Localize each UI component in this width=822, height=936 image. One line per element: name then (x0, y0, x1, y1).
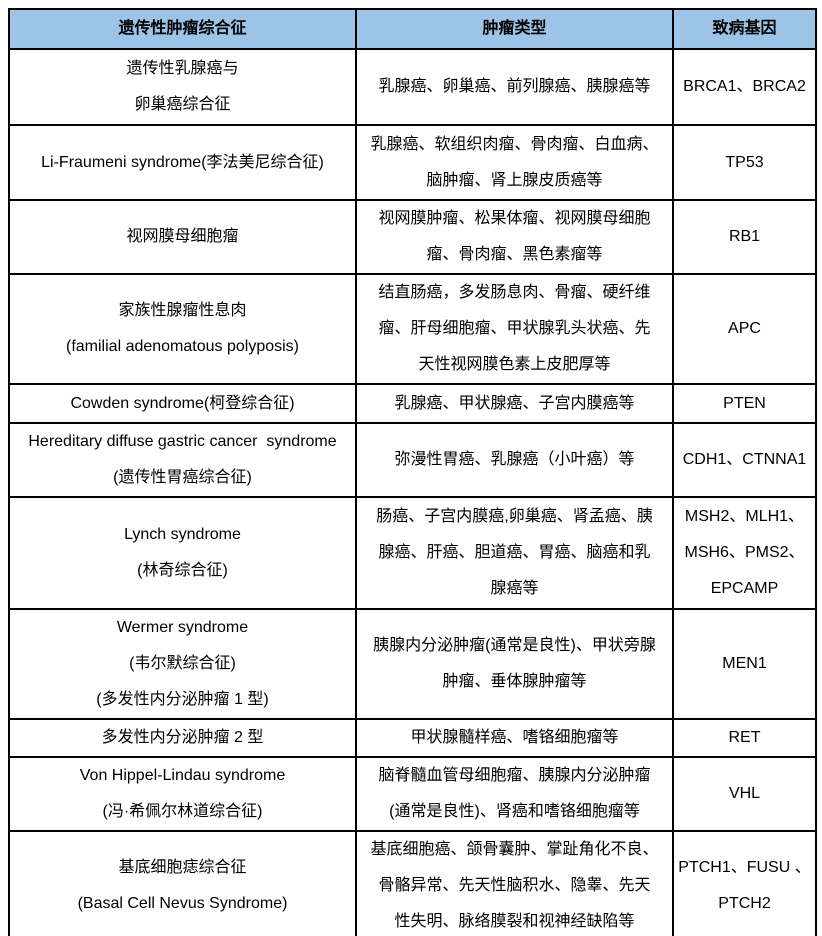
tumor-types-cell: 甲状腺髓样癌、嗜铬细胞瘤等 (355, 718, 674, 758)
tumor-types-cell: 视网膜肿瘤、松果体瘤、视网膜母细胞 瘤、骨肉瘤、黑色素瘤等 (355, 199, 674, 275)
gene-cell: PTEN (672, 383, 817, 424)
column-header-syndrome: 遗传性肿瘤综合征 (8, 8, 357, 50)
table-row: 遗传性乳腺癌与 卵巢癌综合征 乳腺癌、卵巢癌、前列腺癌、胰腺癌等 BRCA1、B… (8, 48, 817, 126)
gene-cell: MEN1 (672, 608, 817, 720)
gene-cell: BRCA1、BRCA2 (672, 48, 817, 126)
gene-cell: TP53 (672, 124, 817, 201)
tumor-types-cell: 乳腺癌、软组织肉瘤、骨肉瘤、白血病、 脑肿瘤、肾上腺皮质癌等 (355, 124, 674, 201)
gene-cell: RB1 (672, 199, 817, 275)
table-row: 多发性内分泌肿瘤 2 型 甲状腺髓样癌、嗜铬细胞瘤等 RET (8, 718, 817, 758)
tumor-types-cell: 肠癌、子宫内膜癌,卵巢癌、肾孟癌、胰 腺癌、肝癌、胆道癌、胃癌、脑癌和乳 腺癌等 (355, 496, 674, 610)
tumor-types-cell: 乳腺癌、卵巢癌、前列腺癌、胰腺癌等 (355, 48, 674, 126)
tumor-types-cell: 乳腺癌、甲状腺癌、子宫内膜癌等 (355, 383, 674, 424)
gene-cell: PTCH1、FUSU 、 PTCH2 (672, 830, 817, 936)
tumor-types-cell: 弥漫性胃癌、乳腺癌（小叶癌）等 (355, 422, 674, 498)
table-row: 基底细胞痣综合征 (Basal Cell Nevus Syndrome) 基底细… (8, 830, 817, 936)
table-row: 视网膜母细胞瘤 视网膜肿瘤、松果体瘤、视网膜母细胞 瘤、骨肉瘤、黑色素瘤等 RB… (8, 199, 817, 275)
table-row: Lynch syndrome (林奇综合征) 肠癌、子宫内膜癌,卵巢癌、肾孟癌、… (8, 496, 817, 610)
tumor-types-cell: 脑脊髓血管母细胞瘤、胰腺内分泌肿瘤 (通常是良性)、肾癌和嗜铬细胞瘤等 (355, 756, 674, 832)
syndrome-cell: Lynch syndrome (林奇综合征) (8, 496, 357, 610)
tumor-types-cell: 基底细胞癌、颌骨囊肿、掌趾角化不良、 骨骼异常、先天性脑积水、隐睾、先天 性失明… (355, 830, 674, 936)
gene-cell: MSH2、MLH1、 MSH6、PMS2、 EPCAMP (672, 496, 817, 610)
table-row: Li-Fraumeni syndrome(李法美尼综合征) 乳腺癌、软组织肉瘤、… (8, 124, 817, 201)
syndrome-cell: Von Hippel-Lindau syndrome (冯·希佩尔林道综合征) (8, 756, 357, 832)
gene-cell: CDH1、CTNNA1 (672, 422, 817, 498)
table-row: 家族性腺瘤性息肉 (familial adenomatous polyposis… (8, 273, 817, 385)
syndrome-cell: Li-Fraumeni syndrome(李法美尼综合征) (8, 124, 357, 201)
syndrome-cell: 家族性腺瘤性息肉 (familial adenomatous polyposis… (8, 273, 357, 385)
syndrome-cell: 基底细胞痣综合征 (Basal Cell Nevus Syndrome) (8, 830, 357, 936)
column-header-genes: 致病基因 (672, 8, 817, 50)
syndrome-cell: Wermer syndrome (韦尔默综合征) (多发性内分泌肿瘤 1 型) (8, 608, 357, 720)
syndrome-cell: Hereditary diffuse gastric cancer syndro… (8, 422, 357, 498)
table-row: Cowden syndrome(柯登综合征) 乳腺癌、甲状腺癌、子宫内膜癌等 P… (8, 383, 817, 424)
column-header-tumor-types: 肿瘤类型 (355, 8, 674, 50)
hereditary-tumor-table: 遗传性肿瘤综合征 肿瘤类型 致病基因 遗传性乳腺癌与 卵巢癌综合征 乳腺癌、卵巢… (8, 8, 817, 936)
table-row: Von Hippel-Lindau syndrome (冯·希佩尔林道综合征) … (8, 756, 817, 832)
syndrome-cell: 遗传性乳腺癌与 卵巢癌综合征 (8, 48, 357, 126)
table-row: Hereditary diffuse gastric cancer syndro… (8, 422, 817, 498)
header-row: 遗传性肿瘤综合征 肿瘤类型 致病基因 (8, 8, 817, 50)
syndrome-cell: 多发性内分泌肿瘤 2 型 (8, 718, 357, 758)
gene-cell: VHL (672, 756, 817, 832)
gene-cell: APC (672, 273, 817, 385)
syndrome-cell: Cowden syndrome(柯登综合征) (8, 383, 357, 424)
tumor-types-cell: 结直肠癌，多发肠息肉、骨瘤、硬纤维 瘤、肝母细胞瘤、甲状腺乳头状癌、先 天性视网… (355, 273, 674, 385)
tumor-types-cell: 胰腺内分泌肿瘤(通常是良性)、甲状旁腺 肿瘤、垂体腺肿瘤等 (355, 608, 674, 720)
syndrome-cell: 视网膜母细胞瘤 (8, 199, 357, 275)
table-row: Wermer syndrome (韦尔默综合征) (多发性内分泌肿瘤 1 型) … (8, 608, 817, 720)
gene-cell: RET (672, 718, 817, 758)
